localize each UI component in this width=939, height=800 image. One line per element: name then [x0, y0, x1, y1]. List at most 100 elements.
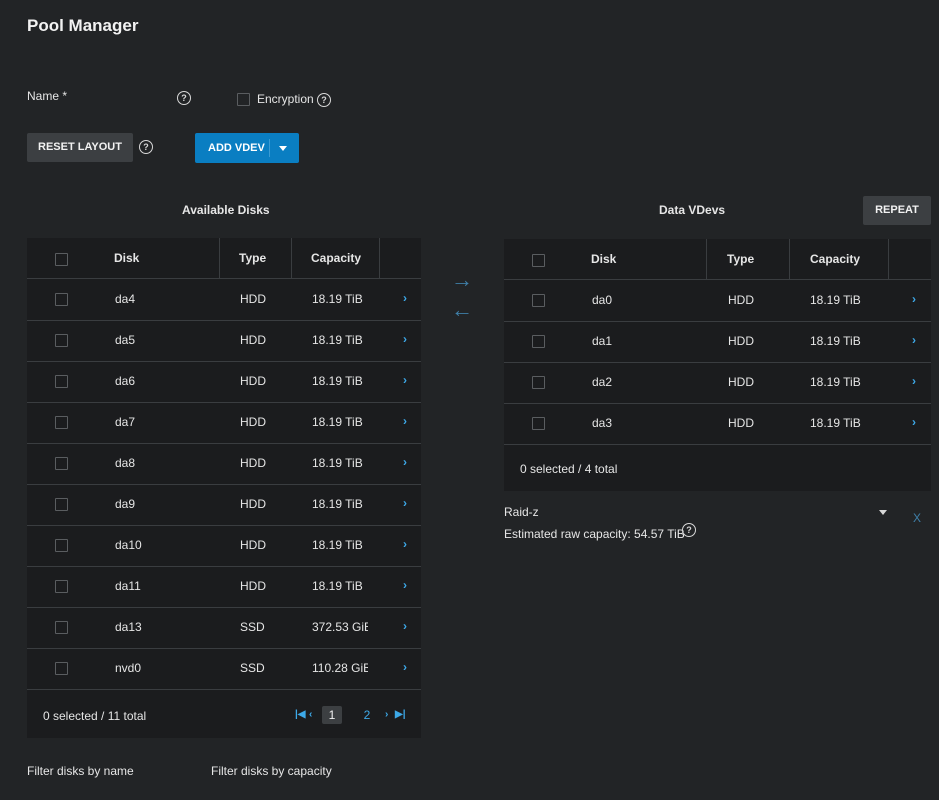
- page-button-2[interactable]: 2: [363, 708, 371, 722]
- row-checkbox[interactable]: [55, 334, 68, 347]
- row-checkbox[interactable]: [55, 662, 68, 675]
- chevron-right-icon[interactable]: ›: [403, 414, 407, 428]
- arrow-left-icon[interactable]: ←: [451, 297, 473, 322]
- column-header-disk[interactable]: Disk: [114, 251, 140, 265]
- add-vdev-button[interactable]: ADD VDEV: [195, 133, 299, 163]
- chevron-right-icon[interactable]: ›: [403, 373, 407, 387]
- vdev-layout-select[interactable]: Raid-z: [504, 505, 888, 521]
- disk-type: HDD: [240, 538, 266, 552]
- disk-type: HDD: [240, 579, 266, 593]
- disk-type: HDD: [240, 415, 266, 429]
- filter-by-name-input[interactable]: Filter disks by name: [27, 764, 134, 778]
- column-header-type[interactable]: Type: [727, 252, 755, 266]
- available-disks-table: Disk Type Capacity da4 HDD 18.19 TiB › d…: [27, 238, 421, 738]
- disk-name: nvd0: [115, 661, 142, 675]
- page-button-1[interactable]: 1: [322, 706, 342, 724]
- disk-capacity: 18.19 TiB: [312, 374, 363, 388]
- column-header-type[interactable]: Type: [239, 251, 267, 265]
- chevron-right-icon[interactable]: ›: [403, 619, 407, 633]
- disk-type: SSD: [240, 620, 265, 634]
- encryption-help-icon[interactable]: ?: [317, 93, 331, 107]
- row-checkbox[interactable]: [532, 417, 545, 430]
- chevron-right-icon[interactable]: ›: [403, 332, 407, 346]
- row-checkbox[interactable]: [532, 294, 545, 307]
- column-header-capacity[interactable]: Capacity: [810, 252, 861, 266]
- row-checkbox[interactable]: [55, 580, 68, 593]
- column-divider: [789, 239, 790, 279]
- row-checkbox[interactable]: [55, 375, 68, 388]
- disk-name: da9: [115, 497, 136, 511]
- table-row[interactable]: da2 HDD 18.19 TiB ›: [504, 362, 931, 404]
- table-row[interactable]: da9 HDD 18.19 TiB ›: [27, 484, 421, 526]
- chevron-right-icon[interactable]: ›: [403, 455, 407, 469]
- last-page-icon[interactable]: ▶|: [395, 709, 406, 720]
- select-all-checkbox[interactable]: [55, 253, 68, 266]
- table-row[interactable]: nvd0 SSD 110.28 GiB ›: [27, 648, 421, 690]
- table-row[interactable]: da4 HDD 18.19 TiB ›: [27, 279, 421, 321]
- next-page-icon[interactable]: ›: [385, 709, 389, 720]
- disk-type: HDD: [240, 497, 266, 511]
- encryption-checkbox[interactable]: [237, 93, 250, 106]
- reset-layout-button[interactable]: RESET LAYOUT: [27, 133, 133, 162]
- disk-name: da11: [115, 579, 141, 593]
- remove-vdev-button[interactable]: X: [913, 511, 922, 525]
- disk-name: da13: [115, 620, 142, 634]
- table-header: Disk Type Capacity: [504, 239, 931, 280]
- chevron-right-icon[interactable]: ›: [912, 415, 916, 429]
- reset-layout-help-icon[interactable]: ?: [139, 140, 153, 154]
- row-checkbox[interactable]: [55, 621, 68, 634]
- repeat-button[interactable]: REPEAT: [863, 196, 931, 225]
- table-row[interactable]: da13 SSD 372.53 GiB ›: [27, 607, 421, 649]
- caret-down-icon[interactable]: [279, 146, 287, 151]
- table-row[interactable]: da6 HDD 18.19 TiB ›: [27, 361, 421, 403]
- caret-down-icon[interactable]: [879, 510, 887, 515]
- chevron-right-icon[interactable]: ›: [912, 292, 916, 306]
- filter-by-capacity-input[interactable]: Filter disks by capacity: [211, 764, 332, 778]
- add-vdev-label: ADD VDEV: [208, 142, 265, 154]
- table-row[interactable]: da10 HDD 18.19 TiB ›: [27, 525, 421, 567]
- capacity-help-icon[interactable]: ?: [682, 523, 696, 537]
- disk-name: da1: [592, 334, 613, 348]
- row-checkbox[interactable]: [55, 498, 68, 511]
- row-checkbox[interactable]: [55, 416, 68, 429]
- column-header-capacity[interactable]: Capacity: [311, 251, 362, 265]
- disk-name: da4: [115, 292, 136, 306]
- help-icon[interactable]: ?: [177, 91, 191, 105]
- disk-capacity: 18.19 TiB: [312, 456, 363, 470]
- prev-page-icon[interactable]: ‹: [309, 709, 313, 720]
- chevron-right-icon[interactable]: ›: [912, 374, 916, 388]
- chevron-right-icon[interactable]: ›: [403, 660, 407, 674]
- table-row[interactable]: da8 HDD 18.19 TiB ›: [27, 443, 421, 485]
- chevron-right-icon[interactable]: ›: [403, 578, 407, 592]
- table-row[interactable]: da0 HDD 18.19 TiB ›: [504, 280, 931, 322]
- row-checkbox[interactable]: [532, 376, 545, 389]
- row-checkbox[interactable]: [55, 539, 68, 552]
- disk-capacity: 18.19 TiB: [810, 416, 861, 430]
- table-row[interactable]: da1 HDD 18.19 TiB ›: [504, 321, 931, 363]
- column-header-disk[interactable]: Disk: [591, 252, 617, 266]
- select-all-checkbox[interactable]: [532, 254, 545, 267]
- first-page-icon[interactable]: |◀: [295, 709, 306, 720]
- chevron-right-icon[interactable]: ›: [403, 537, 407, 551]
- chevron-right-icon[interactable]: ›: [403, 291, 407, 305]
- table-row[interactable]: da7 HDD 18.19 TiB ›: [27, 402, 421, 444]
- row-checkbox[interactable]: [55, 457, 68, 470]
- disk-capacity: 18.19 TiB: [312, 415, 363, 429]
- chevron-right-icon[interactable]: ›: [403, 496, 407, 510]
- row-checkbox[interactable]: [532, 335, 545, 348]
- table-row[interactable]: da3 HDD 18.19 TiB ›: [504, 403, 931, 445]
- disk-name: da2: [592, 375, 613, 389]
- disk-name: da5: [115, 333, 136, 347]
- disk-type: HDD: [240, 374, 266, 388]
- table-row[interactable]: da5 HDD 18.19 TiB ›: [27, 320, 421, 362]
- arrow-right-icon[interactable]: →: [451, 267, 473, 292]
- disk-type: HDD: [728, 293, 754, 307]
- disk-type: HDD: [240, 333, 266, 347]
- chevron-right-icon[interactable]: ›: [912, 333, 916, 347]
- row-checkbox[interactable]: [55, 293, 68, 306]
- vdev-layout-value: Raid-z: [504, 505, 539, 519]
- disk-capacity: 18.19 TiB: [312, 497, 363, 511]
- table-row[interactable]: da11 HDD 18.19 TiB ›: [27, 566, 421, 608]
- disk-capacity: 18.19 TiB: [810, 293, 861, 307]
- disk-capacity: 18.19 TiB: [312, 538, 363, 552]
